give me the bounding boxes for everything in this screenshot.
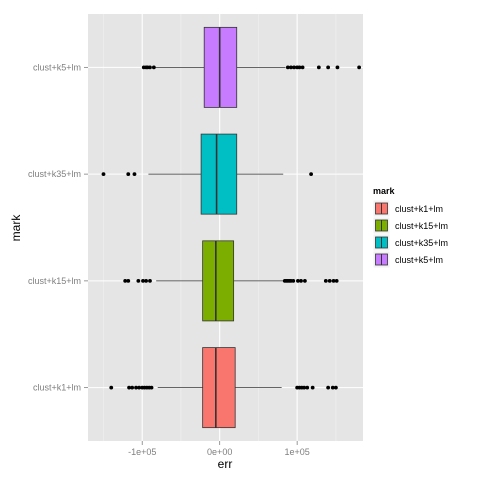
legend-label: clust+k5+lm <box>395 255 443 265</box>
legend-item: clust+k15+lm <box>372 216 448 235</box>
outlier-point <box>330 385 335 390</box>
legend-label: clust+k15+lm <box>395 221 448 231</box>
x-tick-label: 1e+05 <box>285 447 310 457</box>
outlier-point <box>300 65 305 70</box>
outlier-point <box>136 278 141 283</box>
x-tick-label: 0e+00 <box>207 447 232 457</box>
legend-item: clust+k5+lm <box>372 250 443 269</box>
outlier-point <box>127 385 131 390</box>
y-tick-label: clust+k35+lm <box>28 169 81 179</box>
y-axis: clust+k1+lm clust+k15+lm clust+k35+lm clust… <box>28 62 88 393</box>
outlier-point <box>305 385 310 390</box>
outlier-point <box>316 65 321 70</box>
y-axis-title: mark <box>9 214 23 242</box>
outlier-point <box>335 65 340 70</box>
outlier-point <box>334 278 339 283</box>
outlier-point <box>302 385 307 390</box>
iqr-box <box>202 347 236 429</box>
outlier-point <box>292 65 296 70</box>
outlier-point <box>331 278 336 283</box>
outlier-point <box>151 65 156 70</box>
y-tick-label: clust+k1+lm <box>33 383 81 393</box>
outlier-point <box>297 65 302 70</box>
legend-title: mark <box>373 186 396 196</box>
legend: mark clust+k1+lm clust+k15+lm clust+k35+lm… <box>372 186 448 269</box>
x-tick-label: -1e+05 <box>128 447 156 457</box>
outlier-point <box>299 278 303 283</box>
outlier-point <box>327 278 332 283</box>
legend-label: clust+k35+lm <box>395 238 448 248</box>
box-3 <box>101 133 313 215</box>
x-axis-title: err <box>218 457 233 471</box>
iqr-box <box>202 240 235 322</box>
outlier-point <box>149 385 154 390</box>
outlier-point <box>326 65 331 70</box>
box-2 <box>123 240 339 322</box>
outlier-point <box>101 172 106 177</box>
outlier-point <box>137 385 142 390</box>
outlier-point <box>310 385 315 390</box>
outlier-point <box>148 278 152 283</box>
outlier-point <box>309 172 313 177</box>
outlier-point <box>134 385 138 390</box>
outlier-point <box>126 278 131 283</box>
outlier-point <box>148 65 152 70</box>
outlier-point <box>289 65 293 70</box>
outlier-point <box>357 65 362 70</box>
outlier-point <box>130 385 135 390</box>
outlier-point <box>132 172 137 177</box>
box-1 <box>109 347 338 429</box>
outlier-point <box>326 385 331 390</box>
outlier-point <box>285 65 290 70</box>
legend-item: clust+k1+lm <box>372 199 443 218</box>
legend-items: clust+k1+lm clust+k15+lm clust+k35+lm clust… <box>372 199 448 269</box>
outlier-point <box>303 278 307 283</box>
minor-gridlines <box>103 14 337 441</box>
outlier-point <box>109 385 114 390</box>
iqr-box <box>200 133 238 215</box>
outlier-point <box>144 278 148 283</box>
outlier-point <box>291 278 296 283</box>
legend-item: clust+k35+lm <box>372 233 448 252</box>
outlier-point <box>123 278 128 283</box>
box-4 <box>141 26 362 108</box>
y-tick-label: clust+k15+lm <box>28 276 81 286</box>
legend-label: clust+k1+lm <box>395 204 443 214</box>
outlier-point <box>126 172 131 177</box>
y-tick-label: clust+k5+lm <box>33 62 81 72</box>
outlier-point <box>141 278 145 283</box>
x-axis: -1e+05 0e+00 1e+05 <box>128 441 310 457</box>
outlier-point <box>333 385 338 390</box>
boxes-layer <box>101 26 362 429</box>
outlier-point <box>296 278 300 283</box>
outlier-point <box>323 278 328 283</box>
